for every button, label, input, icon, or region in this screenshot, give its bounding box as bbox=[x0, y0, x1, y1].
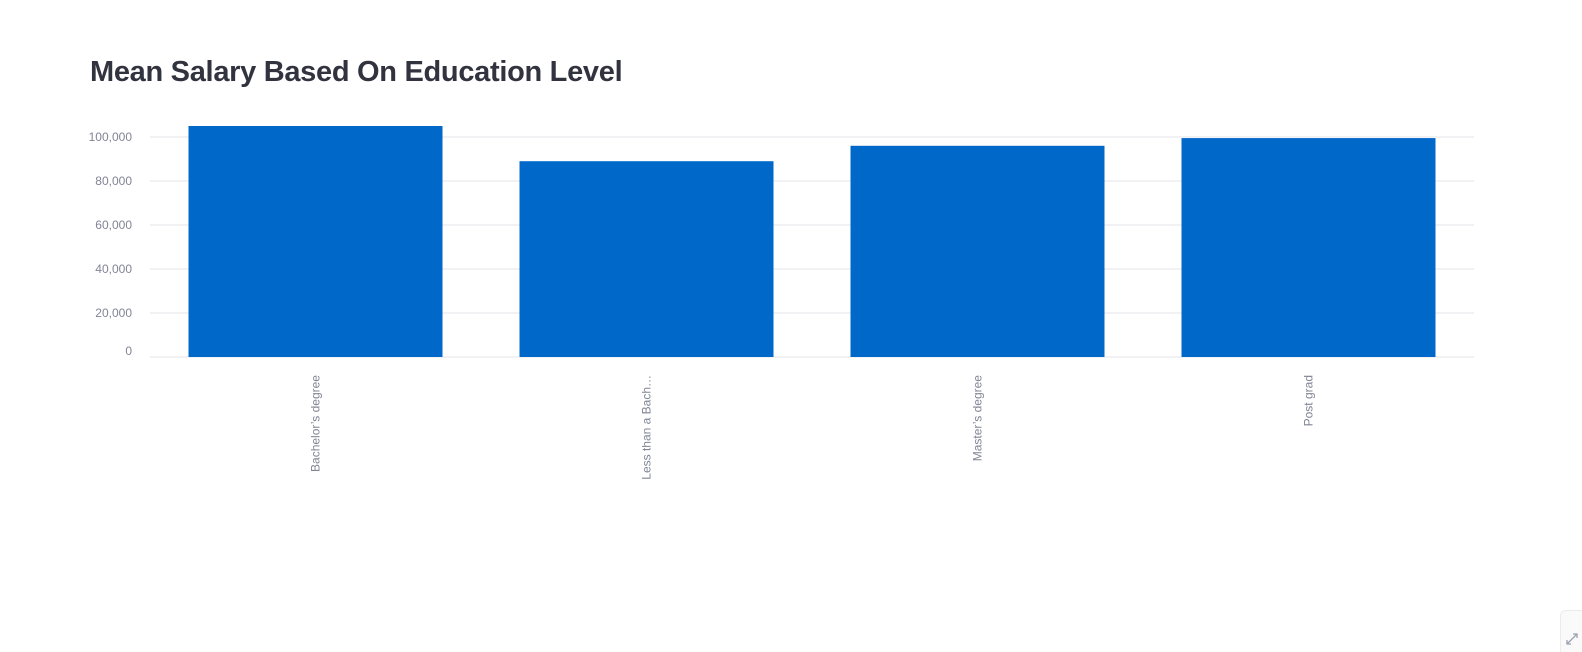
bar[interactable] bbox=[519, 161, 774, 357]
y-tick-label: 60,000 bbox=[95, 218, 132, 232]
bar[interactable] bbox=[1181, 138, 1436, 357]
x-tick-label: Bachelor’s degree bbox=[309, 375, 323, 472]
chart-title: Mean Salary Based On Education Level bbox=[90, 56, 623, 88]
y-axis: 0 20,000 40,000 60,000 80,000 100,000 bbox=[89, 130, 133, 358]
expand-icon bbox=[1566, 633, 1578, 645]
x-tick-label: Master’s degree bbox=[971, 375, 985, 462]
expand-button[interactable] bbox=[1560, 610, 1582, 652]
bar[interactable] bbox=[850, 145, 1105, 357]
bar[interactable] bbox=[188, 126, 443, 357]
bar-layer bbox=[188, 126, 1436, 357]
x-tick-label: Less than a Bach… bbox=[640, 375, 654, 480]
y-tick-label: 80,000 bbox=[95, 174, 132, 188]
y-tick-label: 20,000 bbox=[95, 306, 132, 320]
y-tick-label: 40,000 bbox=[95, 262, 132, 276]
x-axis: Bachelor’s degree Less than a Bach… Master… bbox=[309, 375, 1316, 480]
x-tick-label: Post grad bbox=[1302, 375, 1316, 426]
y-tick-label: 0 bbox=[125, 344, 132, 358]
y-tick-label: 100,000 bbox=[89, 130, 133, 144]
